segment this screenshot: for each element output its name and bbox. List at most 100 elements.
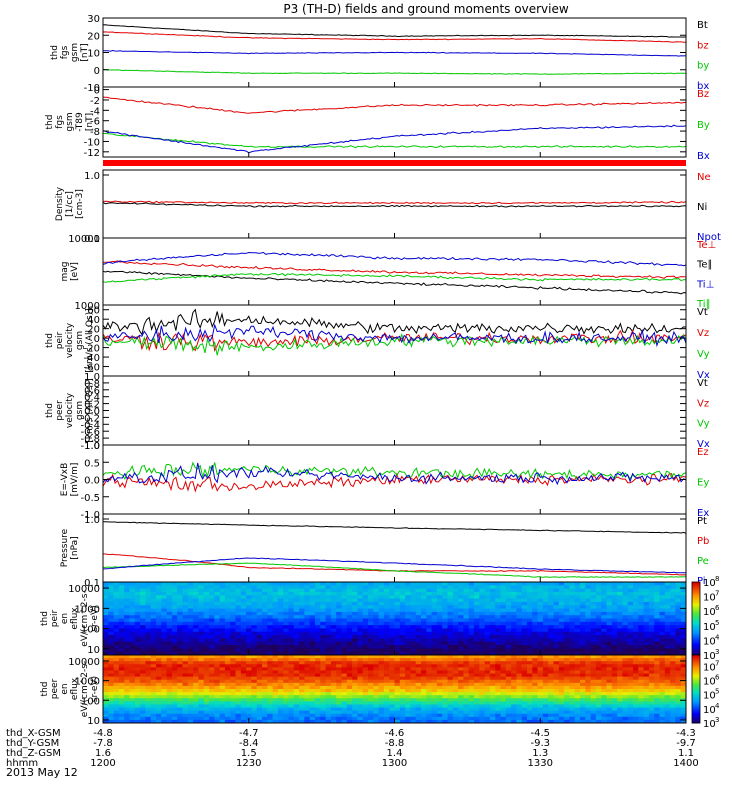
spectrogram-cell — [574, 598, 581, 603]
spectrogram-cell — [251, 682, 258, 687]
spectrogram-cell — [580, 676, 586, 681]
spectrogram-cell — [415, 608, 422, 613]
spectrogram-cell — [129, 692, 136, 696]
spectrogram-cell — [654, 591, 660, 596]
spectrogram-cell — [564, 595, 570, 599]
spectrogram-cell — [627, 661, 634, 665]
spectrogram-cell — [601, 701, 607, 705]
spectrogram-cell — [224, 618, 231, 623]
spectrogram-cell — [272, 641, 279, 646]
spectrogram-cell — [516, 595, 523, 599]
spectrogram-cell — [452, 591, 459, 596]
spectrogram-cell — [601, 638, 607, 643]
spectrogram-cell — [166, 625, 173, 629]
spectrogram-cell — [436, 667, 443, 671]
spectrogram-cell — [209, 701, 215, 705]
spectrogram-cell — [468, 628, 475, 633]
spectrogram-cell — [357, 631, 364, 636]
spectrogram-cell — [511, 667, 517, 671]
spectrogram-cell — [161, 658, 167, 662]
spectrogram-cell — [415, 713, 422, 718]
spectrogram-cell — [680, 591, 687, 596]
spectrogram-cell — [187, 667, 194, 671]
spectrogram-cell — [394, 692, 401, 696]
spectrogram-cell — [362, 704, 369, 708]
spectrogram-cell — [558, 648, 565, 653]
spectrogram-cell — [177, 605, 183, 609]
spectrogram-cell — [542, 704, 549, 708]
spectrogram-cell — [352, 601, 358, 606]
spectrogram-cell — [516, 704, 523, 708]
spectrogram-cell — [436, 618, 443, 623]
spectrogram-cell — [129, 645, 136, 649]
spectrogram-cell — [161, 655, 167, 659]
spectrogram-cell — [574, 595, 581, 599]
spectrogram-cell — [187, 670, 194, 674]
spectrogram-cell — [580, 591, 586, 596]
spectrogram-cell — [648, 645, 655, 649]
spectrogram-cell — [617, 621, 623, 626]
spectrogram-cell — [352, 591, 358, 596]
spectrogram-cell — [113, 598, 120, 603]
spectrogram-cell — [293, 682, 300, 687]
spectrogram-cell — [479, 676, 485, 681]
series-line-Bz — [102, 96, 687, 114]
spectrogram-cell — [198, 641, 205, 646]
spectrogram-cell — [352, 595, 358, 599]
spectrogram-cell — [362, 664, 369, 668]
spectrogram-cell — [627, 707, 634, 712]
spectrogram-cell — [489, 628, 496, 633]
spectrogram-cell — [272, 628, 279, 633]
spectrogram-cell — [516, 638, 523, 643]
spectrogram-cell — [293, 588, 300, 593]
spectrogram-cell — [129, 648, 136, 653]
spectrogram-cell — [235, 667, 242, 671]
spectrogram-cell — [230, 608, 236, 613]
spectrogram-cell — [325, 670, 332, 674]
spectrogram-cell — [495, 608, 501, 613]
spectrogram-cell — [468, 585, 475, 590]
spectrogram-cell — [659, 588, 666, 593]
spectrogram-cell — [262, 611, 268, 616]
spectrogram-cell — [399, 667, 406, 671]
spectrogram-cell — [500, 673, 507, 678]
spectrogram-cell — [378, 667, 385, 671]
spectrogram-cell — [394, 638, 401, 643]
spectrogram-cell — [214, 679, 220, 684]
spectrogram-cell — [648, 625, 655, 629]
spectrogram-cell — [452, 631, 459, 636]
spectrogram-cell — [240, 710, 247, 715]
spectrogram-cell — [394, 701, 401, 705]
spectrogram-cell — [436, 689, 443, 693]
y-tick-label: -10 — [84, 83, 100, 94]
spectrogram-cell — [633, 658, 639, 662]
spectrogram-cell — [426, 598, 432, 603]
spectrogram-cell — [383, 655, 390, 659]
spectrogram-cell — [410, 698, 417, 702]
spectrogram-cell — [638, 628, 644, 633]
spectrogram-cell — [431, 651, 438, 656]
spectrogram-cell — [368, 676, 374, 681]
spectrogram-cell — [336, 601, 342, 606]
spectrogram-cell — [182, 695, 189, 699]
spectrogram-cell — [373, 591, 379, 596]
spectrogram-cell — [394, 582, 401, 586]
spectrogram-cell — [617, 615, 623, 619]
spectrogram-cell — [156, 682, 162, 687]
spectrogram-cell — [553, 618, 560, 623]
spectrogram-cell — [426, 631, 432, 636]
spectrogram-cell — [410, 625, 417, 629]
spectrogram-cell — [288, 651, 295, 656]
spectrogram-cell — [399, 582, 406, 586]
spectrogram-cell — [505, 698, 512, 702]
spectrogram-cell — [537, 698, 544, 702]
spectrogram-cell — [548, 591, 554, 596]
spectrogram-cell — [325, 682, 332, 687]
spectrogram-cell — [595, 641, 602, 646]
spectrogram-cell — [240, 713, 247, 718]
spectrogram-cell — [474, 625, 480, 629]
spectrogram-cell — [521, 625, 528, 629]
spectrogram-cell — [103, 655, 109, 659]
spectrogram-cell — [521, 655, 528, 659]
spectrogram-cell — [309, 689, 316, 693]
